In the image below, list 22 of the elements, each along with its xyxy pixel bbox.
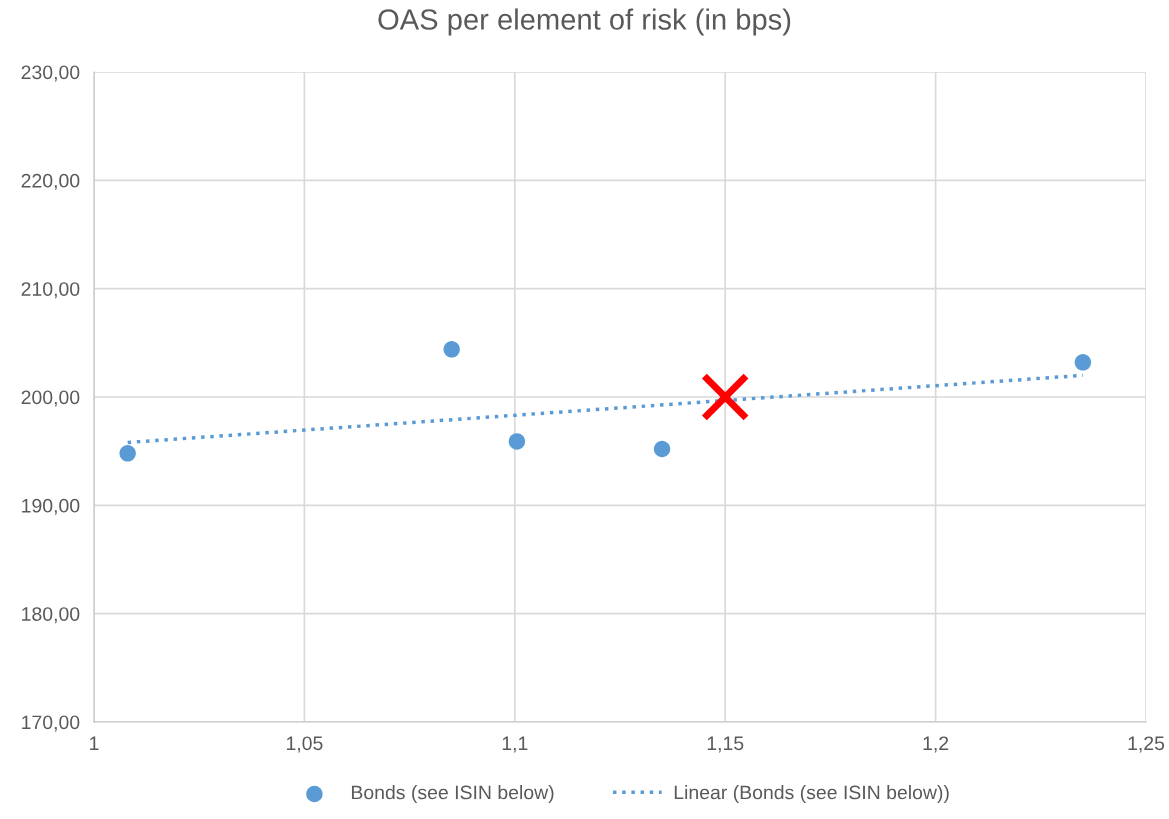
x-tick-label: 1,05 bbox=[286, 736, 323, 753]
x-tick-label: 1,2 bbox=[923, 736, 949, 753]
point bbox=[443, 341, 460, 358]
point bbox=[119, 445, 136, 462]
y-tick-label: 200,00 bbox=[21, 390, 80, 407]
x-tick-label: 1 bbox=[90, 736, 99, 750]
y-tick-label: 210,00 bbox=[21, 282, 80, 299]
chart-title: OAS per element of risk (in bps) bbox=[378, 8, 791, 36]
point bbox=[508, 433, 526, 450]
x-tick-label: 1,1 bbox=[502, 736, 528, 753]
y-tick-label: 170,00 bbox=[22, 715, 80, 732]
x-tick-label: 1,25 bbox=[1128, 736, 1165, 753]
y-tick-label: 190,00 bbox=[22, 498, 80, 515]
point bbox=[653, 440, 671, 458]
x-tick-label: 1,15 bbox=[707, 736, 744, 753]
legend-label: Bonds (see ISIN below) bbox=[351, 785, 554, 804]
y-tick-label: 180,00 bbox=[22, 607, 80, 624]
y-tick-label: 220,00 bbox=[21, 173, 80, 190]
point bbox=[700, 372, 750, 422]
y-tick-label: 230,00 bbox=[21, 65, 80, 82]
point bbox=[1074, 354, 1092, 371]
legend-label: Linear (Bonds (see ISIN below)) bbox=[674, 785, 949, 804]
